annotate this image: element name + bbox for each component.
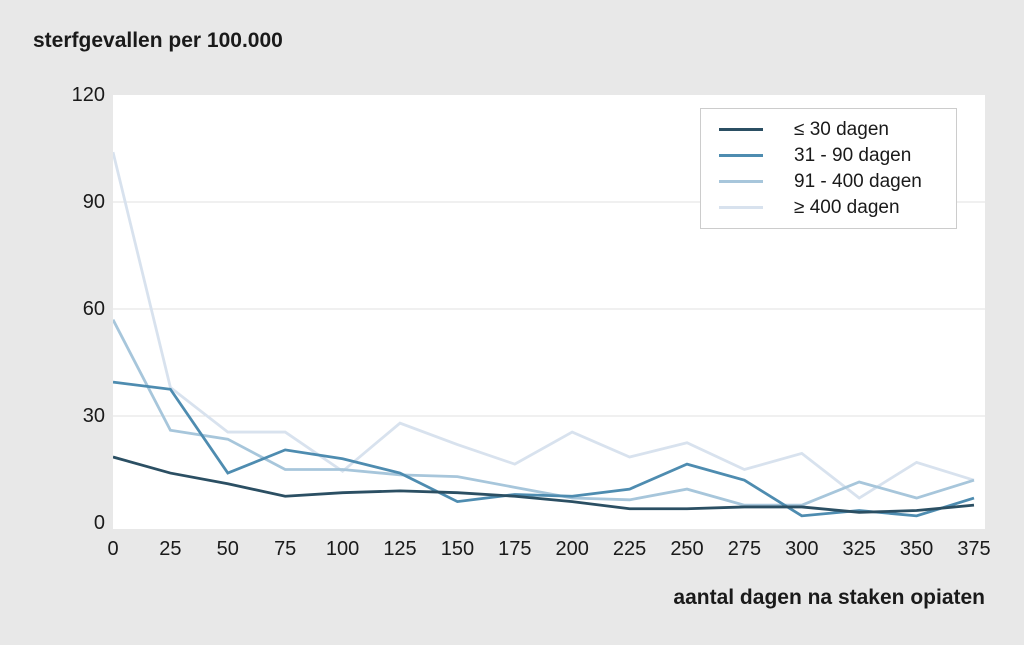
legend-item: ≤ 30 dagen [719, 117, 956, 143]
x-tick-label-225: 225 [612, 538, 647, 560]
x-tick-label-75: 75 [274, 538, 297, 560]
x-axis-title: aantal dagen na staken opiaten [673, 586, 985, 609]
x-tick-label-150: 150 [440, 538, 475, 560]
legend-label: ≥ 400 dagen [794, 196, 900, 218]
legend-line-swatch [719, 128, 763, 131]
x-tick-label-275: 275 [727, 538, 762, 560]
x-tick-label-350: 350 [899, 538, 934, 560]
y-tick-label-60: 60 [82, 298, 105, 320]
series-line-91-400-dagen [113, 319, 975, 507]
legend-item: 91 - 400 dagen [719, 169, 956, 195]
legend-line-swatch [719, 180, 763, 183]
legend-label: 91 - 400 dagen [794, 170, 922, 192]
legend-line-swatch [719, 206, 763, 209]
chart-title: sterfgevallen per 100.000 [33, 29, 283, 52]
legend-items: ≤ 30 dagen 31 - 90 dagen 91 - 400 dagen ≥ 4… [719, 117, 956, 221]
y-tick-label-90: 90 [82, 191, 105, 213]
legend: ≤ 30 dagen 31 - 90 dagen 91 - 400 dagen ≥ 4… [700, 108, 957, 229]
series-line--30-dagen [113, 455, 975, 514]
x-tick-label-300: 300 [785, 538, 819, 560]
legend-line-swatch [719, 154, 763, 157]
legend-label: 31 - 90 dagen [794, 144, 912, 166]
x-tick-label-100: 100 [325, 538, 360, 560]
legend-item: 31 - 90 dagen [719, 143, 956, 169]
x-tick-label-200: 200 [555, 538, 589, 560]
x-tick-label-375: 375 [957, 538, 991, 560]
x-tick-label-175: 175 [498, 538, 532, 560]
line-chart-svg [113, 151, 985, 518]
series-line--400-dagen [113, 151, 975, 500]
x-tick-label-250: 250 [670, 538, 704, 560]
legend-item: ≥ 400 dagen [719, 195, 956, 221]
y-tick-label-30: 30 [82, 405, 105, 427]
series-line-31-90-dagen [113, 380, 975, 518]
x-tick-label-0: 0 [107, 538, 119, 560]
x-tick-label-50: 50 [216, 538, 239, 560]
x-tick-label-325: 325 [842, 538, 876, 560]
y-tick-label-0: 0 [93, 512, 105, 534]
x-tick-label-125: 125 [383, 538, 417, 560]
legend-label: ≤ 30 dagen [794, 118, 889, 140]
x-tick-label-25: 25 [159, 538, 182, 560]
y-tick-label-120: 120 [71, 84, 105, 106]
